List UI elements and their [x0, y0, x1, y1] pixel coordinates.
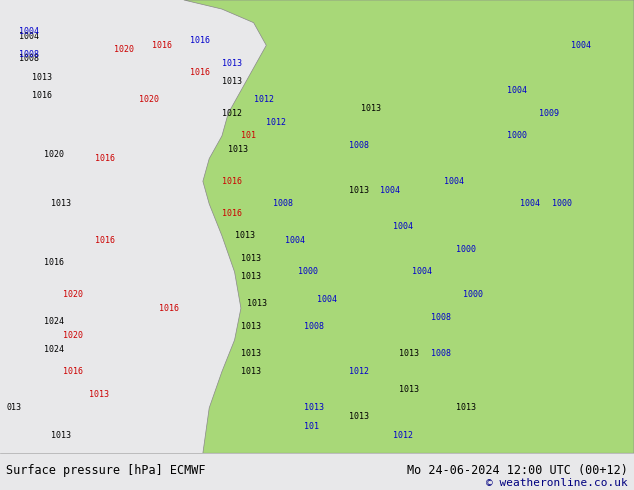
Text: 101: 101 — [304, 421, 320, 431]
Text: 1008: 1008 — [349, 141, 369, 149]
Text: © weatheronline.co.uk: © weatheronline.co.uk — [486, 478, 628, 488]
Text: 1000: 1000 — [456, 245, 477, 254]
Text: 1013: 1013 — [222, 59, 242, 68]
Text: 1012: 1012 — [266, 118, 287, 127]
Text: 1013: 1013 — [241, 322, 261, 331]
Text: 1016: 1016 — [158, 304, 179, 313]
Text: 1016: 1016 — [95, 154, 115, 163]
Text: 1016: 1016 — [152, 41, 172, 50]
Text: 013: 013 — [6, 403, 22, 413]
Text: 1008: 1008 — [304, 322, 325, 331]
Text: 1013: 1013 — [456, 403, 477, 413]
Text: 1013: 1013 — [32, 73, 52, 81]
Text: 1004: 1004 — [19, 32, 39, 41]
Text: 1000: 1000 — [298, 268, 318, 276]
Text: 1024: 1024 — [44, 344, 65, 353]
Text: 1013: 1013 — [399, 349, 420, 358]
Text: 1013: 1013 — [241, 367, 261, 376]
Text: 1004: 1004 — [444, 177, 464, 186]
Text: 1013: 1013 — [247, 299, 268, 308]
Text: 1004: 1004 — [507, 86, 527, 95]
Text: 1004: 1004 — [380, 186, 401, 195]
Text: 1008: 1008 — [431, 313, 451, 322]
Text: 1013: 1013 — [51, 199, 71, 208]
Text: 1013: 1013 — [349, 413, 369, 421]
Text: Surface pressure [hPa] ECMWF: Surface pressure [hPa] ECMWF — [6, 464, 206, 477]
Text: 1013: 1013 — [241, 254, 261, 263]
Text: 1008: 1008 — [273, 199, 293, 208]
Text: 1016: 1016 — [222, 209, 242, 218]
Text: 1004: 1004 — [393, 222, 413, 231]
Text: 101: 101 — [241, 131, 256, 141]
Text: 1016: 1016 — [32, 91, 52, 99]
Text: 1016: 1016 — [190, 36, 210, 45]
Text: 1012: 1012 — [349, 367, 369, 376]
Text: 1008: 1008 — [19, 50, 39, 59]
Text: 1020: 1020 — [63, 331, 84, 340]
Text: 1008: 1008 — [431, 349, 451, 358]
Text: 1004: 1004 — [285, 236, 306, 245]
Text: 1000: 1000 — [552, 199, 572, 208]
Text: 1016: 1016 — [95, 236, 115, 245]
Text: 1004: 1004 — [19, 27, 39, 36]
Text: 1020: 1020 — [63, 290, 84, 299]
Text: 1016: 1016 — [222, 177, 242, 186]
Text: 1013: 1013 — [235, 231, 255, 240]
Text: 1013: 1013 — [304, 403, 325, 413]
Text: 1013: 1013 — [349, 186, 369, 195]
Text: 1013: 1013 — [228, 145, 249, 154]
Text: 1013: 1013 — [399, 385, 420, 394]
Text: 1020: 1020 — [114, 46, 134, 54]
Text: 1004: 1004 — [571, 41, 591, 50]
Text: 1016: 1016 — [44, 258, 65, 268]
Text: 1020: 1020 — [139, 95, 160, 104]
Text: 1004: 1004 — [520, 199, 540, 208]
Text: 1024: 1024 — [44, 318, 65, 326]
Text: 1016: 1016 — [190, 68, 210, 77]
Text: 1013: 1013 — [222, 77, 242, 86]
Text: Mo 24-06-2024 12:00 UTC (00+12): Mo 24-06-2024 12:00 UTC (00+12) — [407, 464, 628, 477]
Text: 1000: 1000 — [507, 131, 527, 141]
Text: 1020: 1020 — [44, 149, 65, 159]
Text: 1013: 1013 — [241, 349, 261, 358]
Text: 1004: 1004 — [412, 268, 432, 276]
Text: 1000: 1000 — [463, 290, 483, 299]
Text: 1012: 1012 — [254, 95, 274, 104]
Text: 1012: 1012 — [222, 109, 242, 118]
Text: 1013: 1013 — [89, 390, 109, 399]
Text: 1008: 1008 — [19, 54, 39, 63]
Text: 1016: 1016 — [63, 367, 84, 376]
Text: 1013: 1013 — [241, 272, 261, 281]
Text: 1012: 1012 — [393, 431, 413, 440]
Text: 1013: 1013 — [361, 104, 382, 113]
Text: 1009: 1009 — [539, 109, 559, 118]
Text: 1013: 1013 — [51, 431, 71, 440]
Polygon shape — [184, 0, 634, 453]
Text: 1004: 1004 — [317, 294, 337, 304]
